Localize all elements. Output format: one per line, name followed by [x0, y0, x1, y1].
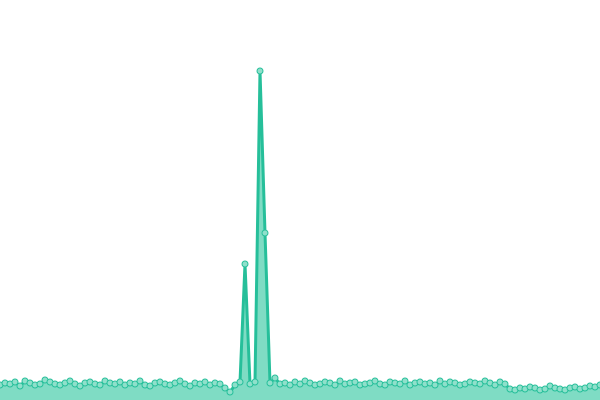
point	[201, 378, 209, 386]
point	[351, 378, 359, 386]
point	[331, 381, 339, 389]
point	[226, 388, 234, 396]
point	[596, 381, 600, 389]
point	[296, 380, 304, 388]
point	[146, 382, 154, 390]
point	[501, 380, 509, 388]
point	[76, 382, 84, 390]
point	[396, 380, 404, 388]
point	[231, 381, 239, 389]
point	[186, 382, 194, 390]
point	[11, 378, 19, 386]
point	[266, 379, 274, 387]
point	[136, 377, 144, 385]
point	[476, 380, 484, 388]
point	[176, 377, 184, 385]
point	[491, 381, 499, 389]
point	[251, 378, 259, 386]
point	[336, 377, 344, 385]
point	[16, 382, 24, 390]
point	[216, 380, 224, 388]
point	[241, 260, 249, 268]
point	[541, 385, 549, 393]
point	[436, 377, 444, 385]
point	[221, 384, 229, 392]
point	[371, 377, 379, 385]
point	[256, 67, 264, 75]
point	[66, 377, 74, 385]
line	[0, 69, 600, 394]
point	[271, 374, 279, 382]
point	[381, 381, 389, 389]
point	[96, 381, 104, 389]
point	[431, 381, 439, 389]
point	[401, 377, 409, 385]
point	[286, 381, 294, 389]
point	[131, 380, 139, 388]
point	[261, 229, 269, 237]
point	[236, 378, 244, 386]
area-fill	[0, 71, 600, 400]
point	[36, 380, 44, 388]
point	[116, 378, 124, 386]
